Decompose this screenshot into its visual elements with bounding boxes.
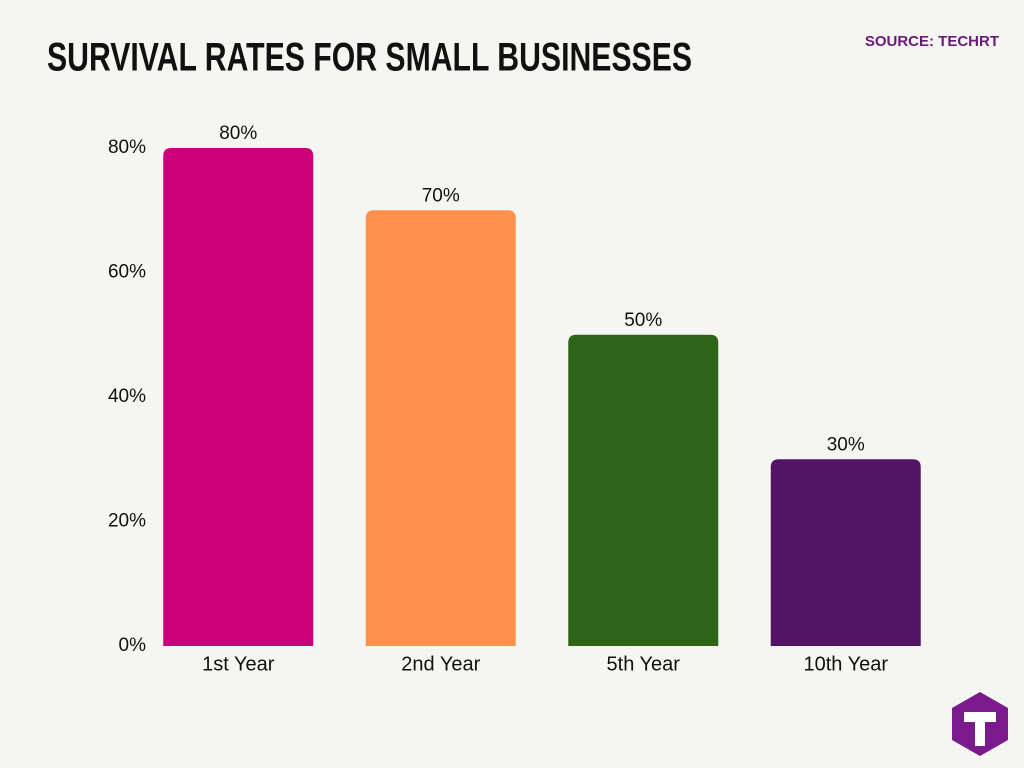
bar (163, 148, 314, 646)
bar (568, 334, 719, 646)
x-tick-label: 5th Year (607, 653, 681, 675)
value-label: 30% (827, 434, 865, 455)
logo (952, 692, 1008, 756)
bar (770, 459, 921, 646)
x-tick-label: 10th Year (803, 653, 888, 675)
y-tick-label: 80% (108, 137, 146, 158)
chart-subtitle: SOURCE: TECHRT (865, 33, 999, 50)
chart-title: SURVIVAL RATES FOR SMALL BUSINESSES (47, 36, 692, 80)
x-tick-label: 2nd Year (401, 653, 480, 675)
value-label: 80% (219, 123, 257, 144)
y-tick-label: 0% (119, 635, 147, 656)
y-tick-label: 20% (108, 511, 146, 532)
x-tick-label: 1st Year (202, 653, 275, 675)
bar (365, 210, 516, 646)
value-label: 70% (422, 185, 460, 206)
logo-letter (964, 712, 996, 746)
value-label: 50% (624, 310, 662, 331)
y-tick-label: 40% (108, 386, 146, 407)
y-tick-label: 60% (108, 262, 146, 283)
